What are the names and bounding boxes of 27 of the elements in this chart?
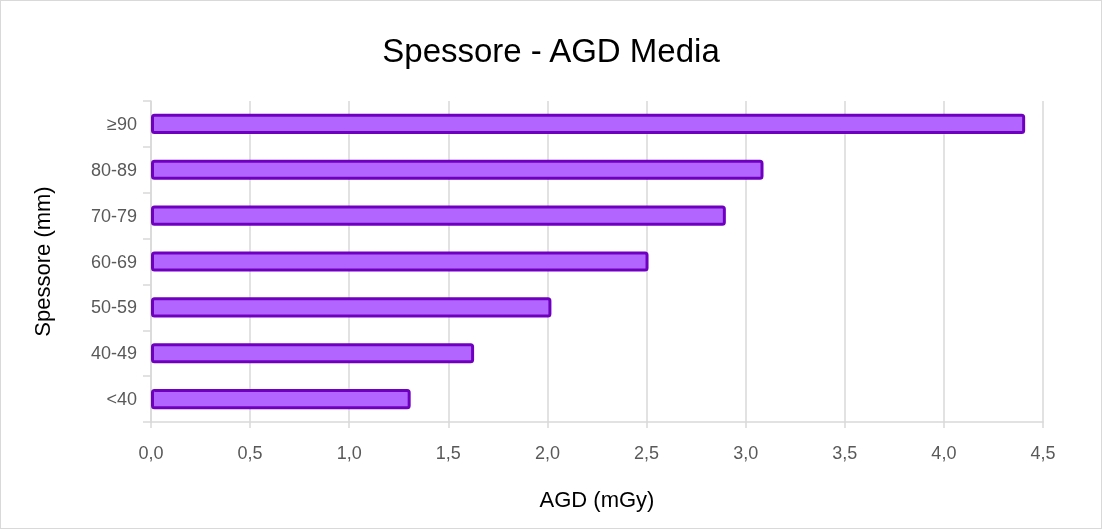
bar xyxy=(151,388,411,410)
x-tick-label: 4,5 xyxy=(1030,443,1056,463)
bar xyxy=(151,159,764,180)
x-tick-label: 1,0 xyxy=(336,443,362,463)
y-tick-label: 60-69 xyxy=(90,251,137,272)
x-tick-label: 3,0 xyxy=(733,443,759,463)
y-axis-title: Spessore (mm) xyxy=(29,186,55,337)
x-tick-label: 0,0 xyxy=(138,443,164,463)
bar xyxy=(151,205,726,226)
y-tick-label: 50-59 xyxy=(90,297,137,318)
x-tick-label: 1,5 xyxy=(435,443,461,463)
bar xyxy=(151,297,552,318)
y-tick-label: ≥90 xyxy=(107,113,137,134)
chart-title: Spessore - AGD Media xyxy=(382,32,721,69)
x-tick-label: 2,5 xyxy=(634,443,660,463)
bar xyxy=(151,251,649,272)
x-tick-label: 3,5 xyxy=(832,443,858,463)
y-tick-label: 40-49 xyxy=(90,343,137,364)
y-tick-label: 70-79 xyxy=(90,205,137,226)
x-tick-label: 0,5 xyxy=(237,443,263,463)
y-tick-label: 80-89 xyxy=(90,159,137,180)
y-tick-label: <40 xyxy=(106,389,137,410)
bar xyxy=(151,343,475,364)
x-axis-title: AGD (mGy) xyxy=(539,486,655,512)
bar xyxy=(151,113,1026,135)
x-tick-label: 2,0 xyxy=(534,443,560,463)
x-tick-label: 4,0 xyxy=(931,443,957,463)
